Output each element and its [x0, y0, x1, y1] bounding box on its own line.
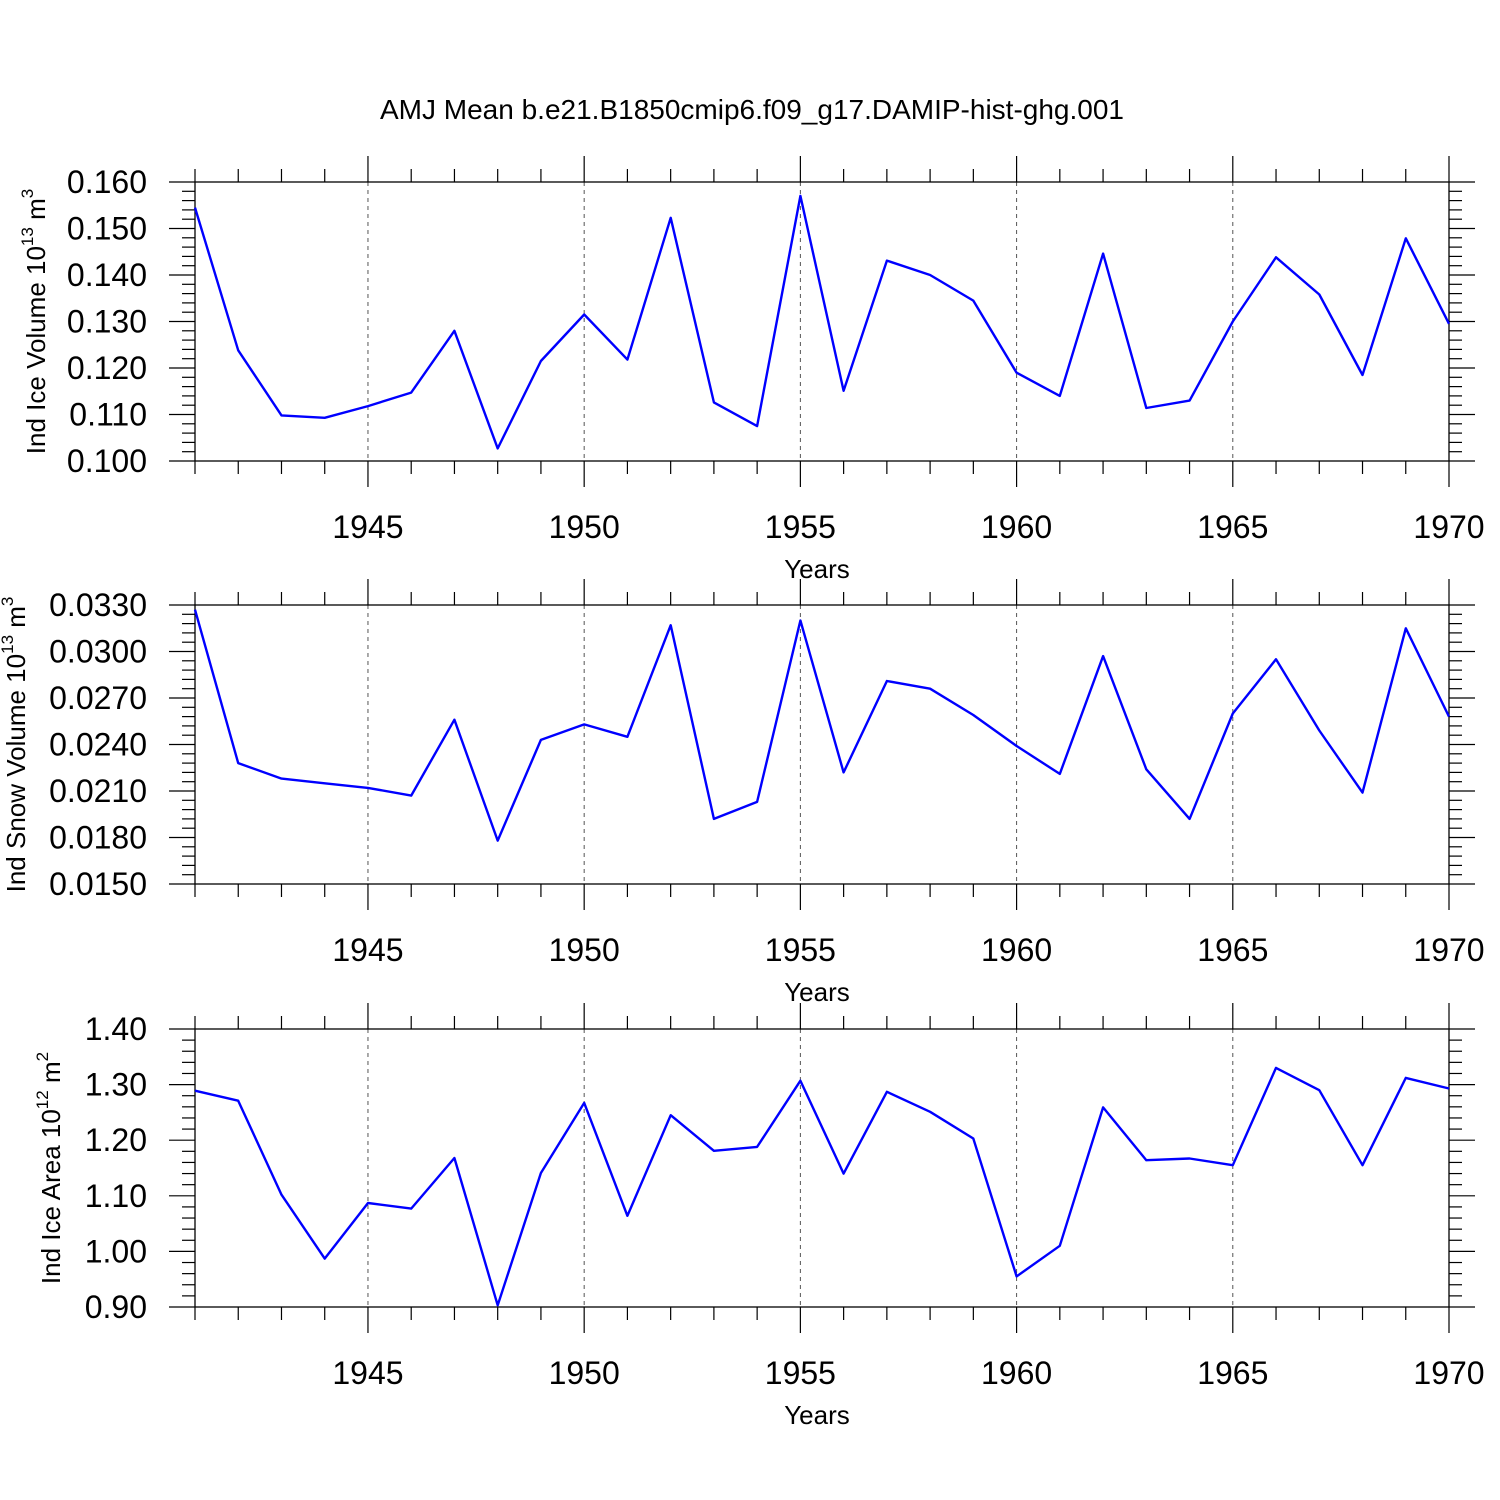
y-tick-label: 0.100	[67, 443, 147, 479]
y-tick-label: 1.00	[85, 1233, 147, 1269]
y-tick-label: 0.90	[85, 1289, 147, 1325]
x-tick-label: 1945	[332, 1355, 403, 1391]
y-tick-label: 0.0150	[49, 866, 147, 902]
y-tick-label: 1.20	[85, 1122, 147, 1158]
y-tick-label: 0.0240	[49, 727, 147, 763]
y-tick-label: 1.40	[85, 1011, 147, 1047]
panel-3: 0.90 1.00 1.10 1.20 1.30 1.40 1945 1950 1955 1960…	[33, 1003, 1485, 1430]
plot-frame	[194, 604, 1450, 885]
plot-frame	[194, 181, 1450, 462]
x-tick-label: 1945	[332, 509, 403, 545]
y-axis-label: Ind Snow Volume 1013 m3	[0, 597, 31, 893]
y-tick-label: 0.160	[67, 164, 147, 200]
y-tick-label: 0.130	[67, 304, 147, 340]
x-axis-label: Years	[784, 1400, 850, 1430]
x-tick-label: 1970	[1413, 932, 1484, 968]
x-axis-label: Years	[784, 977, 850, 1007]
x-tick-label: 1960	[981, 932, 1052, 968]
y-tick-label: 1.10	[85, 1178, 147, 1214]
x-tick-label: 1965	[1197, 509, 1268, 545]
series-line	[193, 609, 1451, 842]
x-tick-label: 1955	[765, 509, 836, 545]
y-tick-label: 0.140	[67, 257, 147, 293]
x-tick-label: 1950	[549, 1355, 620, 1391]
x-tick-label: 1960	[981, 509, 1052, 545]
series-line	[193, 194, 1451, 450]
x-tick-label: 1960	[981, 1355, 1052, 1391]
plot-frame	[194, 1028, 1450, 1308]
y-tick-label: 0.150	[67, 211, 147, 247]
y-tick-label: 0.110	[69, 397, 147, 433]
y-tick-label: 1.30	[85, 1067, 147, 1103]
x-tick-label: 1970	[1413, 1355, 1484, 1391]
panel-1: 0.100 0.110 0.120 0.130 0.140 0.150 0.160 1945 1…	[18, 156, 1485, 584]
y-tick-label: 0.0330	[49, 587, 147, 623]
x-tick-label: 1970	[1413, 509, 1484, 545]
y-tick-label: 0.0300	[49, 634, 147, 670]
y-tick-label: 0.0210	[49, 773, 147, 809]
x-tick-label: 1965	[1197, 932, 1268, 968]
x-tick-label: 1945	[332, 932, 403, 968]
x-tick-label: 1965	[1197, 1355, 1268, 1391]
x-axis-label: Years	[784, 554, 850, 584]
x-tick-label: 1955	[765, 1355, 836, 1391]
y-tick-label: 0.0270	[49, 680, 147, 716]
panel-2: 0.0150 0.0180 0.0210 0.0240 0.0270 0.0300 0.03…	[0, 579, 1485, 1007]
x-tick-label: 1955	[765, 932, 836, 968]
x-tick-label: 1950	[549, 509, 620, 545]
y-axis-label: Ind Ice Area 1012 m2	[33, 1052, 66, 1284]
y-tick-label: 0.0180	[49, 820, 147, 856]
y-tick-label: 0.120	[67, 350, 147, 386]
x-tick-label: 1950	[549, 932, 620, 968]
y-axis-label: Ind Ice Volume 1013 m3	[18, 189, 51, 454]
series-line	[194, 1066, 1450, 1307]
panels: 0.100 0.110 0.120 0.130 0.140 0.150 0.160 1945 1…	[0, 156, 1485, 1430]
figure-title: AMJ Mean b.e21.B1850cmip6.f09_g17.DAMIP-…	[380, 94, 1124, 125]
